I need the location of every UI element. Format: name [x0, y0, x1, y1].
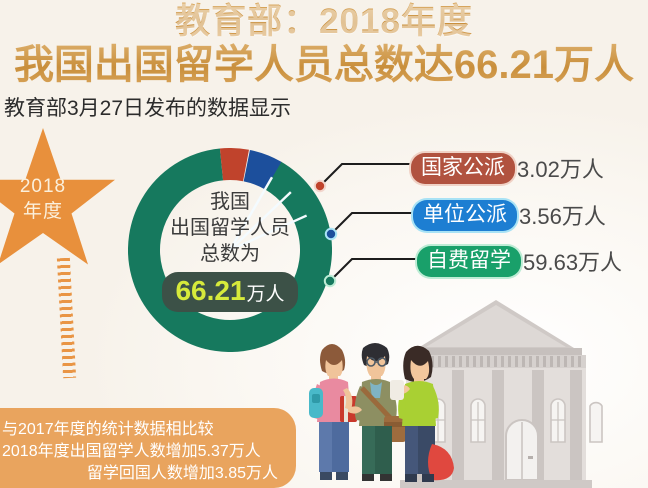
header: 教育部：2018年度 我国出国留学人员总数达66.21万人	[0, 0, 648, 88]
donut-separators	[228, 176, 308, 252]
donut-chart: 我国 出国留学人员 总数为 66.21 万人	[128, 148, 332, 352]
legend-item-guoJia[interactable]: 国家公派 3.02万人	[411, 152, 604, 184]
subtitle: 教育部3月27日发布的数据显示	[4, 97, 292, 120]
star-badge-year: 2018	[19, 176, 67, 197]
year-star-badge: 2018 年度	[0, 128, 118, 278]
donut-center-line-3: 总数为	[200, 242, 260, 265]
donut-chart-svg	[128, 148, 332, 352]
donut-total-number: 66.21	[175, 274, 246, 306]
legend-value-ziFei: 59.63万人	[523, 250, 623, 275]
leader-line-guoJia	[319, 162, 410, 187]
campus-illustration	[300, 296, 648, 488]
leader-line-ziFei	[329, 257, 416, 282]
donut-center-label: 我国 出国留学人员 总数为 66.21 万人	[128, 148, 332, 352]
donut-center-line-2: 出国留学人员	[170, 216, 290, 239]
legend-item-danWei[interactable]: 单位公派 3.56万人	[413, 199, 606, 231]
note-line-1: 与2017年度的统计数据相比较	[2, 420, 214, 438]
legend-pill-danWei: 单位公派	[413, 199, 517, 231]
star-badge-text: 2018 年度	[0, 174, 118, 224]
university-building-icon	[400, 300, 603, 488]
donut-slice-danWei	[128, 148, 332, 352]
note-line-2: 2018年度出国留学人数增加5.37万人	[2, 442, 261, 460]
title-line-1: 教育部：2018年度	[0, 0, 648, 42]
legend-pill-ziFei: 自费留学	[417, 245, 521, 277]
comparison-note-box: 与2017年度的统计数据相比较 2018年度出国留学人数增加5.37万人 留学回…	[0, 408, 296, 488]
legend-pill-guoJia: 国家公派	[411, 152, 515, 184]
donut-total-pill: 66.21 万人	[162, 271, 298, 312]
note-line-3: 留学回国人数增加3.85万人	[86, 464, 278, 482]
title-line-2: 我国出国留学人员总数达66.21万人	[0, 42, 648, 88]
student-figure-3	[390, 345, 454, 482]
legend-item-ziFei[interactable]: 自费留学 59.63万人	[417, 245, 622, 277]
donut-total-unit: 万人	[246, 283, 285, 305]
leader-line-danWei	[330, 211, 412, 235]
donut-center-line-1: 我国	[210, 190, 250, 213]
legend-value-danWei: 3.56万人	[519, 204, 606, 229]
legend-value-guoJia: 3.02万人	[517, 157, 604, 182]
campus-illustration-svg	[309, 300, 603, 488]
student-figure-2	[348, 343, 406, 481]
star-badge-label: 年度	[22, 201, 63, 222]
